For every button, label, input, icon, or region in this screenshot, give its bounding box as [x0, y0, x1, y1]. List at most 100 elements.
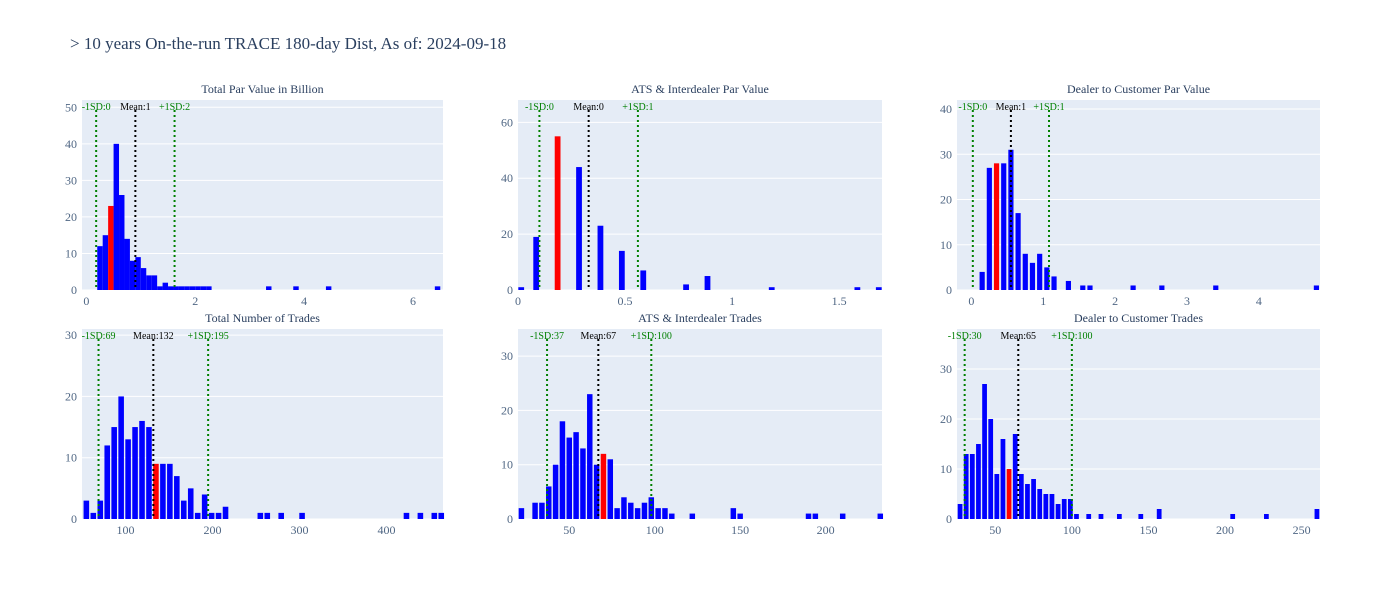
- bar: [1049, 494, 1055, 519]
- sd-label: +1SD:195: [188, 331, 229, 342]
- subplot-title: Total Number of Trades: [205, 311, 320, 325]
- bar: [580, 448, 586, 519]
- sd-label: -1SD:0: [525, 102, 554, 113]
- bar: [119, 195, 125, 290]
- sd-label: +1SD:100: [1051, 331, 1092, 342]
- x-tick-label: 200: [203, 523, 221, 537]
- bar: [1086, 514, 1092, 519]
- x-tick-label: 0: [968, 294, 974, 308]
- bar: [325, 286, 332, 290]
- x-tick-label: 50: [989, 523, 1001, 537]
- bar: [628, 502, 634, 519]
- bar: [1159, 285, 1165, 290]
- highlight-bar: [993, 163, 1000, 290]
- bar: [180, 500, 187, 519]
- mean-label: Mean:1: [120, 102, 151, 113]
- bar: [417, 512, 424, 519]
- y-tick-label: 60: [501, 115, 513, 129]
- bar: [1025, 484, 1030, 519]
- bar: [111, 427, 117, 519]
- bar: [1087, 285, 1093, 290]
- bar: [431, 512, 438, 519]
- x-tick-label: 0: [515, 294, 521, 308]
- bar: [1313, 285, 1319, 290]
- bar: [206, 286, 212, 290]
- bar: [1008, 149, 1014, 290]
- bar: [90, 512, 97, 519]
- bar: [704, 276, 711, 290]
- bar: [139, 420, 145, 519]
- bar: [875, 287, 882, 290]
- bar: [655, 508, 661, 519]
- x-tick-label: 400: [377, 523, 395, 537]
- bar: [573, 432, 579, 519]
- bar: [146, 427, 152, 519]
- bar: [167, 463, 173, 519]
- bar: [1044, 267, 1050, 290]
- x-tick-label: 6: [410, 294, 416, 308]
- bar: [1037, 253, 1043, 290]
- bar: [1213, 285, 1219, 290]
- bar: [403, 512, 410, 519]
- bar: [518, 508, 525, 519]
- bar: [194, 512, 201, 519]
- bar: [174, 476, 180, 519]
- x-tick-label: 4: [301, 294, 307, 308]
- bar: [597, 225, 604, 290]
- bar: [621, 497, 627, 519]
- bar: [546, 486, 552, 519]
- y-tick-label: 30: [940, 362, 952, 376]
- bar: [737, 513, 743, 519]
- bar: [518, 287, 525, 290]
- bar: [963, 454, 969, 519]
- x-tick-label: 200: [1216, 523, 1234, 537]
- bar: [607, 459, 614, 519]
- subplot-title: Total Par Value in Billion: [201, 82, 323, 96]
- bar: [982, 384, 987, 519]
- y-tick-label: 30: [65, 328, 77, 342]
- y-tick-label: 40: [65, 137, 77, 151]
- sd-label: -1SD:0: [958, 102, 987, 113]
- highlight-bar: [554, 136, 561, 290]
- mean-label: Mean:1: [996, 102, 1027, 113]
- bar: [805, 513, 812, 519]
- bar: [299, 512, 305, 519]
- sd-label: +1SD:2: [159, 102, 190, 113]
- y-tick-label: 10: [940, 462, 952, 476]
- y-tick-label: 40: [940, 102, 952, 116]
- bar: [129, 260, 136, 290]
- bar: [187, 488, 194, 519]
- subplot-title: ATS & Interdealer Trades: [638, 311, 762, 325]
- x-tick-label: 300: [290, 523, 308, 537]
- x-tick-label: 0.5: [618, 294, 633, 308]
- x-tick-label: 200: [817, 523, 835, 537]
- y-tick-label: 20: [940, 193, 952, 207]
- bar: [215, 512, 222, 519]
- bar: [1074, 514, 1079, 519]
- bar: [1043, 494, 1049, 519]
- highlight-bar: [108, 205, 114, 290]
- bar: [1031, 479, 1036, 519]
- bar: [618, 250, 625, 290]
- bar: [1230, 514, 1236, 519]
- x-tick-label: 100: [1063, 523, 1081, 537]
- y-tick-label: 0: [946, 283, 952, 297]
- bar: [104, 445, 111, 519]
- y-tick-label: 30: [65, 173, 77, 187]
- bar: [533, 236, 540, 290]
- x-tick-label: 100: [116, 523, 134, 537]
- bar: [1001, 163, 1007, 290]
- y-tick-label: 10: [65, 451, 77, 465]
- x-tick-label: 250: [1293, 523, 1311, 537]
- x-tick-label: 4: [1256, 294, 1262, 308]
- bar: [1055, 504, 1061, 519]
- bar: [839, 513, 846, 519]
- bar: [1018, 474, 1024, 519]
- page-title: > 10 years On-the-run TRACE 180-day Dist…: [70, 34, 507, 53]
- bar: [854, 287, 861, 290]
- y-tick-label: 10: [501, 458, 513, 472]
- bar: [689, 513, 696, 519]
- sd-label: -1SD:0: [82, 102, 111, 113]
- highlight-bar: [1006, 469, 1012, 519]
